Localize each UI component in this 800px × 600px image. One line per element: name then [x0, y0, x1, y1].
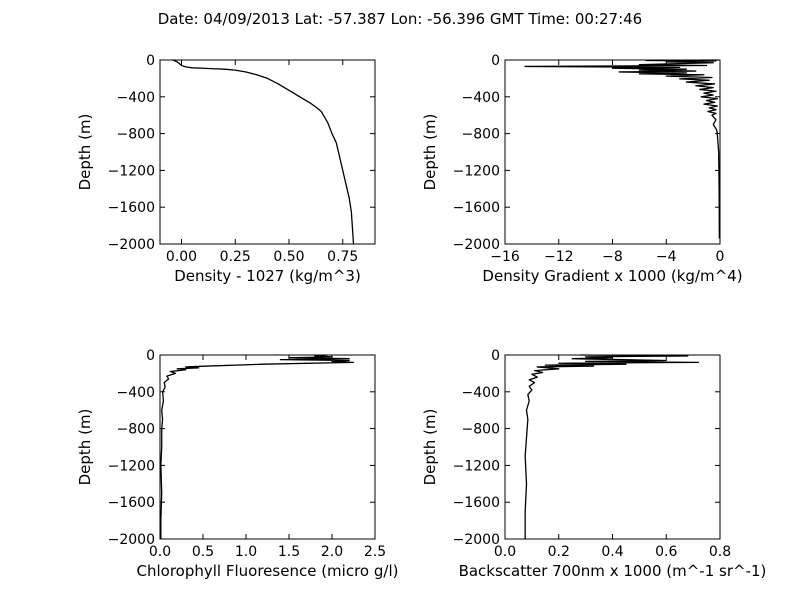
y-tick-label: −800 — [462, 127, 500, 143]
x-tick-label: 1.0 — [235, 544, 257, 560]
y-tick-label: −1200 — [108, 163, 155, 179]
y-tick-label: −400 — [462, 90, 500, 106]
x-axis-label: Backscatter 700nm x 1000 (m^-1 sr^-1) — [459, 562, 767, 580]
y-tick-label: −400 — [117, 90, 155, 106]
y-tick-label: −2000 — [453, 237, 500, 253]
y-tick-label: −800 — [117, 127, 155, 143]
y-tick-label: −1600 — [108, 495, 155, 511]
y-tick-label: −800 — [117, 422, 155, 438]
x-tick-label: 0.4 — [601, 544, 623, 560]
x-axis-label: Density Gradient x 1000 (kg/m^4) — [482, 267, 742, 285]
x-tick-label: 2.0 — [321, 544, 343, 560]
x-tick-label: 0.25 — [220, 249, 251, 265]
subplot-grid: 0.00 0.25 0.50 0.750−400−800−1200−1600−2000… — [76, 53, 766, 580]
y-tick-label: 0 — [491, 53, 500, 69]
x-tick-label: 0.00 — [166, 249, 197, 265]
x-tick-label: 0.5 — [192, 544, 214, 560]
x-axis-label: Chlorophyll Fluoresence (micro g/l) — [137, 562, 399, 580]
x-tick-label: 0.2 — [548, 544, 570, 560]
y-tick-label: −2000 — [453, 532, 500, 548]
y-axis-label: Depth (m) — [421, 409, 439, 486]
x-tick-label: 0.50 — [273, 249, 304, 265]
y-tick-label: −2000 — [108, 532, 155, 548]
axes-frame-3 — [159, 354, 376, 540]
x-axis-label: Density - 1027 (kg/m^3) — [174, 267, 361, 285]
y-tick-label: −400 — [462, 385, 500, 401]
y-tick-label: −2000 — [108, 237, 155, 253]
y-tick-label: 0 — [146, 348, 155, 364]
x-tick-label: 0.75 — [327, 249, 358, 265]
y-axis-label: Depth (m) — [76, 409, 94, 486]
subplot-3: 0.0 0.5 1.0 1.5 2.0 2.5 0 −400 −800 −1200 −1600 −20… — [76, 348, 398, 580]
x-tick-label: 2.5 — [364, 544, 386, 560]
x-tick-label: −8 — [602, 249, 623, 265]
x-tick-label: 0.8 — [709, 544, 731, 560]
x-tick-label: 0.6 — [655, 544, 677, 560]
x-tick-label: 0.0 — [494, 544, 516, 560]
x-tick-label: 0.0 — [149, 544, 171, 560]
x-tick-label: 1.5 — [278, 544, 300, 560]
y-tick-label: −1600 — [453, 495, 500, 511]
y-tick-label: 0 — [146, 53, 155, 69]
figure-title: Date: 04/09/2013 Lat: -57.387 Lon: -56.3… — [158, 10, 642, 28]
x-tick-label: −16 — [490, 249, 520, 265]
subplot-2: −16 −12 −8 −4 00−400−800−1200−1600−2000Densi… — [421, 53, 743, 285]
y-tick-label: −1600 — [453, 200, 500, 216]
y-tick-label: −1200 — [453, 163, 500, 179]
data-line-2-1 — [524, 59, 720, 239]
y-tick-label: −1200 — [453, 458, 500, 474]
y-tick-label: −400 — [117, 385, 155, 401]
y-tick-label: 0 — [491, 348, 500, 364]
x-tick-label: 0 — [716, 249, 725, 265]
y-axis-label: Depth (m) — [76, 114, 94, 191]
y-tick-label: −1600 — [108, 200, 155, 216]
data-line-1-1 — [172, 59, 355, 245]
x-tick-label: −12 — [544, 249, 574, 265]
data-line-4-1 — [524, 354, 700, 539]
subplot-1: 0.00 0.25 0.50 0.75 0 −400 −800 −1200 −1600 −2000… — [76, 53, 376, 285]
y-axis-label: Depth (m) — [421, 114, 439, 191]
x-tick-label: −4 — [656, 249, 677, 265]
subplot-4: 0.0 0.2 0.4 0.6 0.8 0 −400 −800 −1200 −1600 −2000 B… — [421, 348, 766, 580]
y-tick-label: −1200 — [108, 458, 155, 474]
axes-frame-1 — [159, 59, 376, 245]
y-tick-label: −800 — [462, 422, 500, 438]
